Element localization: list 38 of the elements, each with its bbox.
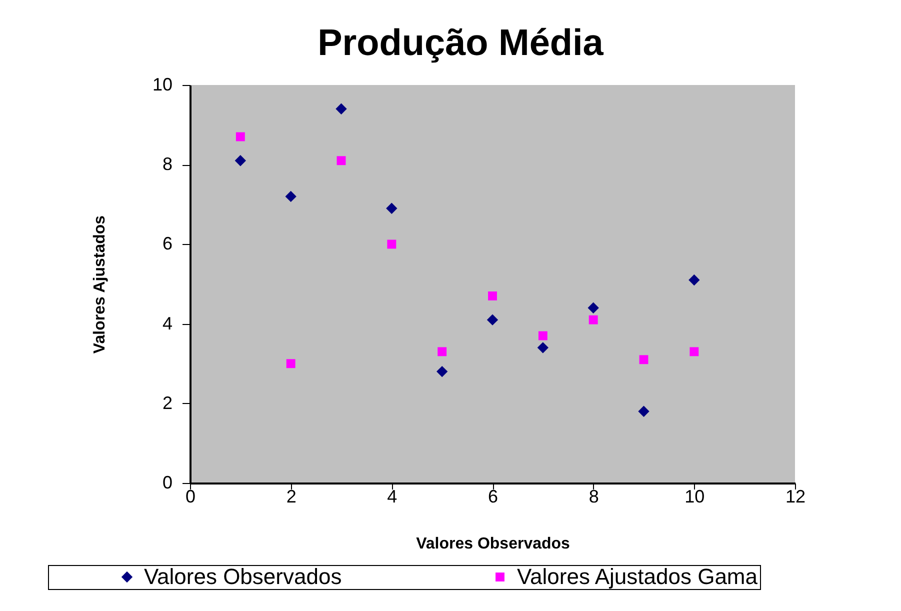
point [285,190,296,202]
point [486,314,498,326]
y-tick-label: 6 [162,234,172,254]
point [234,155,246,166]
point [639,355,648,364]
point [286,359,296,368]
point [588,302,599,314]
x-tick-label: 0 [185,486,196,506]
x-tick-label: 4 [387,486,398,506]
legend-label: Valores Ajustados Gama [517,564,758,589]
point [386,202,398,214]
x-tick-label: 6 [488,486,498,506]
x-axis-title: Valores Observados [416,536,570,552]
chart-title: Produção Média [318,22,604,63]
point [688,274,700,286]
point [236,132,245,142]
x-tick-label: 2 [286,486,296,506]
point [638,406,650,417]
y-tick-label: 8 [162,154,172,174]
point [436,366,448,378]
y-tick-label: 4 [162,313,172,334]
point [588,315,598,324]
y-tick-label: 10 [152,74,172,94]
legend-label: Valores Observados [144,564,342,589]
point [537,342,549,354]
point [438,347,447,356]
point [336,156,346,166]
x-tick-label: 12 [785,486,806,506]
y-tick-label: 2 [162,392,172,413]
point [387,240,396,249]
y-tick-label: 0 [162,472,172,492]
y-axis-title: Valores Ajustados [91,215,108,354]
point [336,103,347,114]
x-tick-label: 10 [684,486,705,506]
point [538,331,548,340]
point [488,291,497,300]
point [690,347,699,356]
x-tick-label: 8 [588,486,599,506]
